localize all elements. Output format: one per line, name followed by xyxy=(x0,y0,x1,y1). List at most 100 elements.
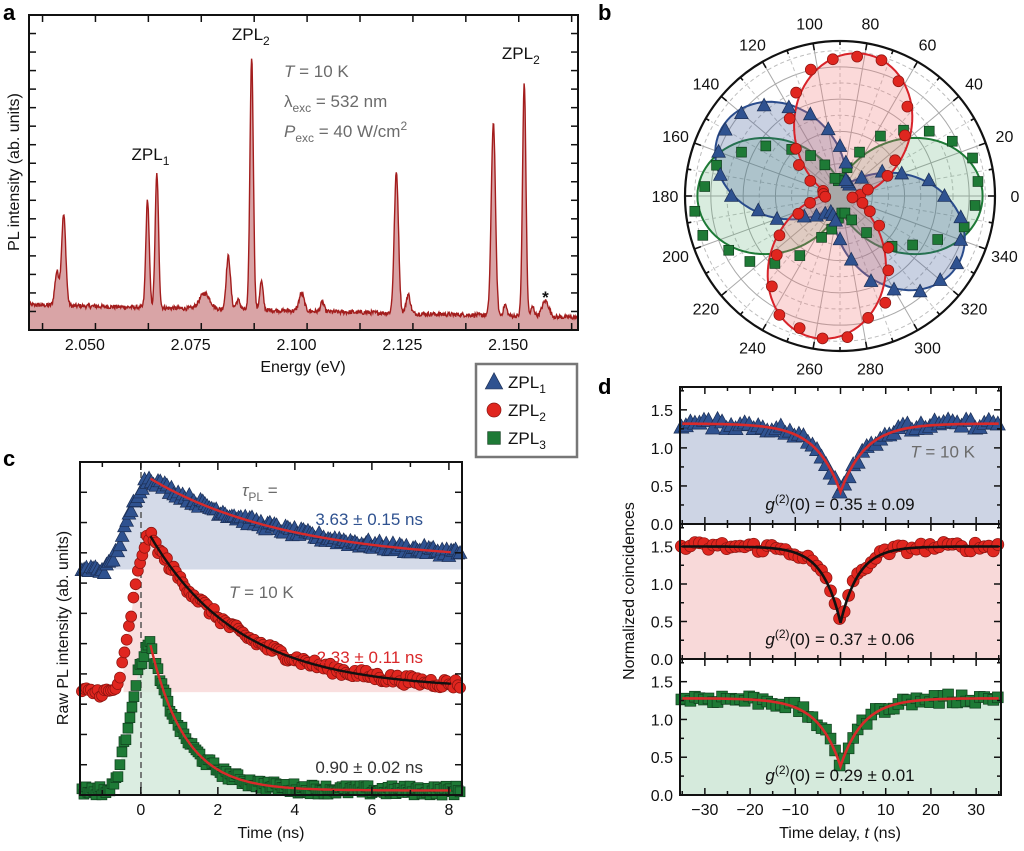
polar-grid-spoke xyxy=(788,56,841,197)
panel-letter-c: c xyxy=(3,446,15,471)
x-tick-label: 8 xyxy=(444,802,453,819)
polar-point-zpl3 xyxy=(932,234,943,245)
polar-point-zpl2 xyxy=(851,50,863,63)
polar-point-zpl2 xyxy=(773,229,786,242)
polar-point-zpl2 xyxy=(770,249,783,261)
polar-point-zpl2 xyxy=(882,264,895,277)
panel-a-ylabel: PL intensity (ab. units) xyxy=(6,93,23,251)
peak-label: ZPL1 xyxy=(132,145,170,168)
panel-a-xlabel: Energy (eV) xyxy=(260,359,345,376)
y-tick-label: 1.0 xyxy=(651,577,673,594)
y-tick-label: 0.0 xyxy=(651,517,673,534)
decay-point-zpl2 xyxy=(116,656,129,669)
polar-point-zpl2 xyxy=(790,86,802,99)
polar-point-zpl1 xyxy=(832,138,848,152)
polar-grid-spoke xyxy=(725,195,841,293)
polar-point-zpl1 xyxy=(838,172,854,186)
g2-fill-zpl3 xyxy=(680,698,1001,795)
panel-c-decay: 0 2 4 6 8 Time (ns) Raw PL intensity (ab. un… xyxy=(55,461,468,842)
polar-grid-spoke xyxy=(700,195,841,248)
polar-point-zpl3 xyxy=(760,140,772,152)
polar-angle-label: 260 xyxy=(796,361,823,378)
polar-angle-label: 120 xyxy=(739,37,766,54)
polar-point-zpl2 xyxy=(862,312,874,324)
polar-point-zpl1 xyxy=(953,209,969,224)
polar-point-zpl1 xyxy=(756,97,772,112)
polar-tick xyxy=(812,341,816,349)
polar-tick xyxy=(739,76,744,81)
panel-letter-d: d xyxy=(598,374,611,399)
polar-tick xyxy=(786,50,790,55)
x-tick-label: −20 xyxy=(737,802,764,819)
decay-point-zpl2 xyxy=(114,671,126,684)
g2-point-zpl2 xyxy=(991,538,1005,551)
decay-point-zpl2 xyxy=(123,620,135,632)
polar-grid-spoke xyxy=(839,81,937,197)
polar-grid-spoke xyxy=(710,195,841,271)
panel-c-temperature-label: T = 10 K xyxy=(229,583,294,602)
polar-tick xyxy=(978,245,986,250)
decay-fill-zpl2 xyxy=(123,536,462,693)
g2-value-label-zpl1: g(2)(0) = 0.35 ± 0.09 xyxy=(765,492,914,514)
polar-point-zpl3 xyxy=(923,125,935,137)
artifact-marker-label: * xyxy=(542,288,549,307)
g2-fill-zpl2 xyxy=(680,546,1001,659)
x-tick-label: 20 xyxy=(922,802,940,819)
polar-angle-label: 300 xyxy=(914,341,941,358)
decay-point-zpl3 xyxy=(128,691,140,702)
polar-point-zpl3 xyxy=(907,239,918,251)
polar-tick xyxy=(864,43,868,51)
polar-angle-label: 60 xyxy=(919,37,937,54)
polar-point-zpl2 xyxy=(899,129,911,142)
polar-point-zpl1 xyxy=(863,273,879,287)
polar-angle-labels: 0 20 40 60 80 100 120 140 160 180 200 220 240 260 280 3… xyxy=(652,17,1020,379)
polar-grid-spoke xyxy=(710,121,841,197)
polar-point-zpl2 xyxy=(881,169,894,182)
polar-point-zpl1 xyxy=(912,283,928,298)
polar-point-zpl1 xyxy=(717,121,733,136)
polar-angle-label: 160 xyxy=(662,129,689,146)
spectrum-fill xyxy=(29,58,578,330)
decay-point-zpl1 xyxy=(452,544,468,559)
x-tick-label: 30 xyxy=(967,802,985,819)
polar-grid-spoke xyxy=(743,81,841,197)
polar-point-zpl2 xyxy=(783,112,796,125)
decay-point-zpl3 xyxy=(126,701,138,713)
decay-point-zpl1 xyxy=(119,512,135,527)
decay-point-zpl2 xyxy=(118,646,131,659)
x-tick-label: 0 xyxy=(136,802,145,819)
g2-fit-zpl1 xyxy=(682,422,999,496)
polar-tick xyxy=(720,95,728,102)
g2-subplot-zpl2: 0.0 0.5 1.0 1.5 g(2)(0) = 0.37 ± 0.06 xyxy=(651,523,1005,669)
polar-point-zpl2 xyxy=(773,309,786,321)
decay-point-zpl2 xyxy=(120,633,133,646)
panel-d-ylabel: Normalized coincidences xyxy=(621,502,638,680)
decay-point-zpl2 xyxy=(125,610,138,623)
condition-power: Pexc = 40 W/cm2 xyxy=(284,119,407,145)
polar-point-zpl1 xyxy=(712,166,728,181)
polar-angle-label: 40 xyxy=(965,77,983,94)
polar-point-zpl2 xyxy=(826,53,839,66)
polar-point-zpl2 xyxy=(819,190,832,203)
polar-grid-spoke xyxy=(813,49,841,197)
legend-item-zpl1: ZPL1 xyxy=(484,372,546,396)
polar-tick xyxy=(812,43,816,51)
condition-wavelength: λexc = 532 nm xyxy=(284,92,387,115)
polar-point-zpl3 xyxy=(744,256,756,267)
lifetime-label-zpl1: 3.63 ± 0.15 ns xyxy=(315,510,423,529)
polar-point-zpl1 xyxy=(843,251,859,266)
x-tick-label: 2.050 xyxy=(65,337,105,354)
polar-tick xyxy=(687,221,692,224)
legend-item-zpl2: ZPL2 xyxy=(486,401,546,424)
y-tick-label: 0.5 xyxy=(651,750,673,767)
decay-fit-zpl3 xyxy=(149,644,451,792)
polar-angle-label: 180 xyxy=(652,189,679,206)
polar-tick xyxy=(970,270,975,275)
peak-label: ZPL2 xyxy=(502,44,540,67)
decay-point-zpl1 xyxy=(114,527,130,542)
polar-point-zpl1 xyxy=(937,187,952,202)
g2-subplot-zpl3: 0.0 0.5 1.0 1.5 g(2)(0) = 0.29 ± 0.01 xyxy=(651,658,1004,805)
lifetime-label-zpl2: 2.33 ± 0.11 ns xyxy=(317,648,423,667)
polar-tick xyxy=(720,290,728,297)
